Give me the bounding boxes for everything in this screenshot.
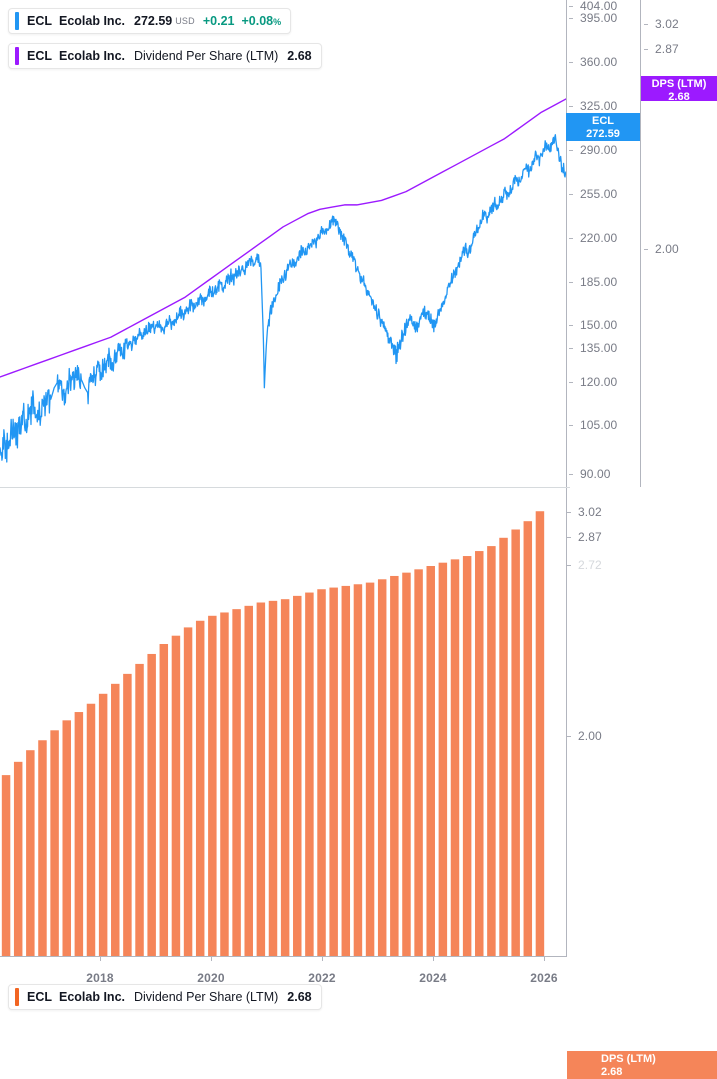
price-axis-tick <box>569 150 573 151</box>
dps-overlay-badge-value: 2.68 <box>668 91 690 103</box>
time-axis-label: 2026 <box>530 971 558 985</box>
price-axis-tick <box>569 106 573 107</box>
price-axis-tick <box>569 62 573 63</box>
price-series-svg <box>0 98 566 463</box>
price-axis-label: 325.00 <box>580 99 618 113</box>
legend-dps-ticker: ECL <box>27 990 52 1004</box>
dps-overlay-axis-tick <box>644 249 648 250</box>
legend-price[interactable]: ECL Ecolab Inc. 272.59 USD +0.21 +0.08% <box>8 8 292 34</box>
time-scale[interactable]: 2018 2020 2022 2024 2026 <box>0 956 717 1005</box>
price-axis-label: 90.00 <box>580 467 611 481</box>
legend-dps-overlay-metric: Dividend Per Share (LTM) <box>134 49 279 63</box>
time-axis-tick <box>544 956 545 961</box>
price-axis-label: 105.00 <box>580 418 618 432</box>
price-axis-tick <box>569 425 573 426</box>
price-axis-tick <box>569 194 573 195</box>
price-axis-label: 135.00 <box>580 341 618 355</box>
legend-dps-overlay-value: 2.68 <box>287 49 312 63</box>
time-axis-label: 2020 <box>197 971 225 985</box>
legend-dps-metric: Dividend Per Share (LTM) <box>134 990 279 1004</box>
time-axis-tick <box>322 956 323 961</box>
price-axis-tick <box>569 282 573 283</box>
price-axis-label: 185.00 <box>580 275 618 289</box>
dps-overlay-axis-label: 2.00 <box>655 242 679 256</box>
price-axis-line <box>566 0 567 487</box>
dps-axis-tick <box>567 512 571 513</box>
price-axis-tick <box>569 6 573 7</box>
dps-axis-tick <box>567 736 571 737</box>
dps-overlay-badge-label: DPS (LTM) <box>651 78 707 90</box>
time-axis-tick <box>211 956 212 961</box>
price-axis-tick <box>569 474 573 475</box>
price-axis-label: 220.00 <box>580 231 618 245</box>
price-axis-label: 150.00 <box>580 318 618 332</box>
time-axis-tick <box>433 956 434 961</box>
price-axis-label: 395.00 <box>580 11 618 25</box>
legend-dps-company: Ecolab Inc. <box>59 990 125 1004</box>
legend-price-change: +0.21 <box>202 14 235 28</box>
dps-scale[interactable]: 3.02 2.87 2.72 2.00 <box>567 488 717 1005</box>
dps-badge[interactable]: DPS (LTM) 2.68 <box>567 1051 717 1079</box>
price-scale[interactable]: 404.00 395.00 360.00 325.00 290.00 255.00 220.… <box>566 0 640 487</box>
price-badge[interactable]: ECL 272.59 <box>566 113 640 141</box>
legend-dps-overlay-color-swatch <box>15 47 19 65</box>
price-axis-tick <box>569 348 573 349</box>
time-axis-label: 2018 <box>86 971 114 985</box>
dps-axis-label: 2.72 <box>578 558 602 572</box>
legend-price-last: 272.59 <box>134 14 173 28</box>
legend-dps-value: 2.68 <box>287 990 312 1004</box>
dps-overlay-axis-label: 2.87 <box>655 42 679 56</box>
time-axis-label: 2022 <box>308 971 336 985</box>
dps-overlay-axis-tick <box>644 49 648 50</box>
time-axis-label: 2024 <box>419 971 447 985</box>
dps-plot-right-border <box>566 488 567 957</box>
legend-price-company: Ecolab Inc. <box>59 14 125 28</box>
dps-pane: 3.02 2.87 2.72 2.00 DPS (LTM) 2.68 ECL Ecol… <box>0 488 717 1079</box>
legend-dps-overlay-company: Ecolab Inc. <box>59 49 125 63</box>
dps-plot-bottom-border <box>0 956 567 957</box>
percent-sign-icon: % <box>273 17 282 27</box>
legend-dps-overlay[interactable]: ECL Ecolab Inc. Dividend Per Share (LTM)… <box>8 43 322 69</box>
dps-overlay-axis-line <box>640 0 641 487</box>
price-axis-tick <box>569 325 573 326</box>
price-axis-label: 360.00 <box>580 55 618 69</box>
legend-price-ticker: ECL <box>27 14 52 28</box>
price-badge-label: ECL <box>592 115 614 127</box>
legend-price-currency: USD <box>175 16 195 26</box>
price-axis-tick <box>569 18 573 19</box>
pane-separator[interactable] <box>0 487 570 488</box>
legend-price-color-swatch <box>15 12 19 30</box>
dps-axis-label: 3.02 <box>578 505 602 519</box>
dps-plot-area[interactable] <box>0 488 567 956</box>
price-pane: 404.00 395.00 360.00 325.00 290.00 255.00 220.… <box>0 0 717 487</box>
dps-axis-tick <box>567 537 571 538</box>
dps-bars-svg <box>1 511 545 956</box>
dps-overlay-axis-label: 3.02 <box>655 17 679 31</box>
dps-badge-value: 2.68 <box>601 1066 623 1078</box>
time-axis-tick <box>100 956 101 961</box>
dps-axis-tick <box>567 565 571 566</box>
dps-overlay-axis-tick <box>644 24 648 25</box>
price-plot-area[interactable] <box>0 0 566 486</box>
legend-dps-color-swatch <box>15 988 19 1006</box>
legend-dps-overlay-ticker: ECL <box>27 49 52 63</box>
dps-overlay-badge[interactable]: DPS (LTM) 2.68 <box>641 76 717 103</box>
price-axis-label: 404.00 <box>580 0 618 13</box>
dps-overlay-scale[interactable]: 3.02 2.87 2.00 <box>641 0 717 487</box>
price-axis-label: 120.00 <box>580 375 618 389</box>
legend-price-change-percent: +0.08% <box>241 14 282 28</box>
price-axis-tick <box>569 238 573 239</box>
price-axis-label: 255.00 <box>580 187 618 201</box>
dps-badge-label: DPS (LTM) <box>601 1053 656 1065</box>
dps-axis-label: 2.87 <box>578 530 602 544</box>
price-badge-value: 272.59 <box>586 128 620 140</box>
price-axis-tick <box>569 382 573 383</box>
dps-axis-label: 2.00 <box>578 729 602 743</box>
price-axis-label: 290.00 <box>580 143 618 157</box>
